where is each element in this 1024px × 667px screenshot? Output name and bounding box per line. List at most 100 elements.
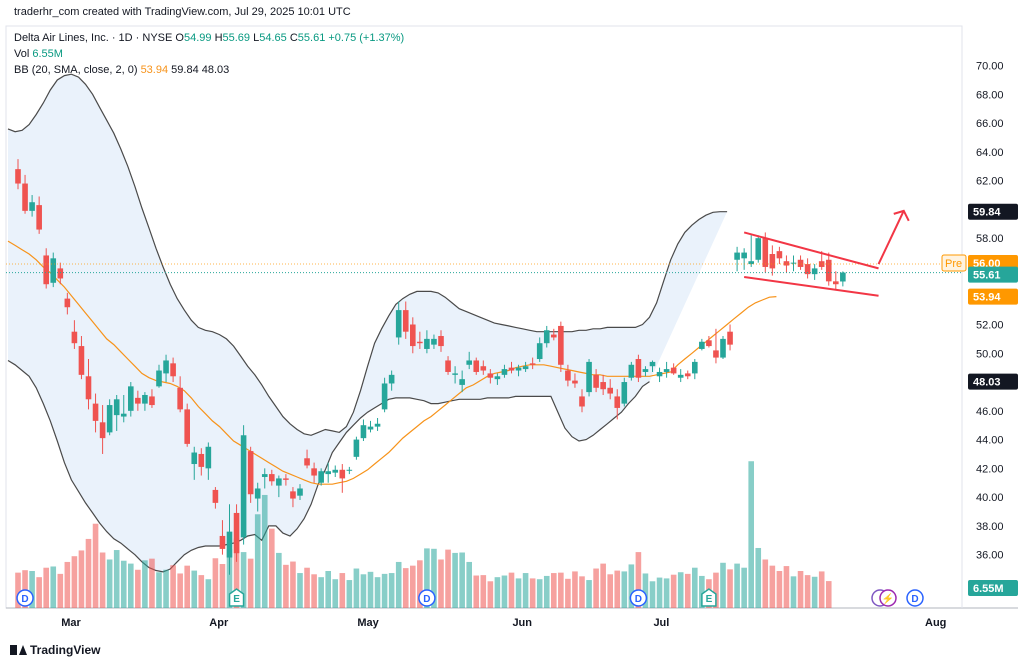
candle-body [395, 310, 402, 338]
tradingview-logo-icon [10, 645, 27, 655]
volume-bar [205, 579, 212, 608]
volume-bar [106, 559, 113, 608]
volume-bar [459, 552, 465, 608]
volume-bar [332, 579, 339, 608]
candle-body [776, 251, 783, 259]
price-label-pre-bg [968, 254, 1018, 271]
volume-legend[interactable]: Vol 6.55M [14, 48, 63, 60]
dividend-marker-label: D [423, 594, 430, 605]
candle-body [522, 366, 529, 370]
candle-body [128, 386, 134, 411]
candle-body [797, 259, 804, 267]
price-label-bb-upper: 59.84 [973, 207, 1001, 219]
candle-body [614, 396, 621, 408]
candle-body [92, 403, 99, 421]
ohlc-high-label: H [214, 32, 223, 44]
candle-body [706, 340, 712, 347]
volume-bar [607, 574, 613, 608]
bollinger-basis-value: 53.94 [140, 64, 169, 76]
price-tick-label: 66.00 [976, 118, 1004, 130]
price-label-bb-basis: 53.94 [973, 292, 1001, 304]
candle-body [163, 360, 169, 374]
volume-bar [170, 565, 176, 608]
volume-bar [254, 514, 261, 608]
volume-bar [480, 575, 487, 608]
price-tick-label: 44.00 [976, 435, 1004, 447]
tradingview-logo[interactable]: TradingView [10, 643, 100, 657]
volume-bar [360, 574, 367, 608]
volume-bar [311, 574, 317, 608]
volume-bar [529, 578, 536, 608]
volume-bar [269, 528, 275, 608]
plot-frame [5, 25, 963, 609]
breakout-arrow-head [893, 209, 910, 222]
candle-body [833, 281, 839, 285]
volume-bar [579, 576, 585, 608]
candle-body [339, 469, 346, 479]
volume-bar [438, 559, 444, 608]
volume-bar [656, 577, 663, 608]
candle-body [99, 422, 106, 439]
bollinger-lower-line [7, 359, 650, 573]
candle-body [628, 364, 635, 378]
candle-body [219, 535, 226, 549]
candle-body [276, 478, 282, 486]
candle-body [684, 373, 691, 377]
bollinger-upper-value: 59.84 [171, 64, 199, 76]
candle-body [593, 374, 599, 388]
price-label-bb-upper-bg [968, 203, 1018, 220]
volume-bar [36, 577, 42, 608]
volume-bar [276, 552, 282, 608]
volume-bar [783, 566, 790, 608]
volume-bar [240, 552, 247, 608]
volume-bar [551, 573, 557, 608]
time-tick-label: Apr [209, 617, 229, 629]
ohlc-low-value: 54.65 [259, 32, 287, 44]
price-tick-label: 60.00 [976, 204, 1004, 216]
volume-bar [128, 563, 134, 608]
candle-body [205, 446, 212, 469]
candle-body [311, 468, 317, 476]
price-tick-label: 50.00 [976, 348, 1004, 360]
price-tick-label: 54.00 [976, 291, 1004, 303]
ohlc-change: +0.75 (+1.37%) [328, 32, 405, 44]
candle-body [558, 325, 564, 365]
bollinger-band-fill [8, 74, 728, 572]
candle-body [325, 471, 331, 475]
bollinger-legend[interactable]: BB (20, SMA, close, 2, 0) 53.94 59.84 48… [14, 64, 229, 76]
candle-body [713, 350, 719, 358]
dividend-marker-icon [629, 589, 648, 607]
volume-bar [543, 575, 550, 608]
volume-bar [283, 564, 289, 608]
candle-body [663, 369, 670, 372]
candle-body [22, 183, 28, 211]
candle-body [543, 330, 550, 344]
volume-bar [445, 549, 451, 608]
volume-bar [642, 573, 649, 608]
volume-bar [790, 576, 797, 608]
candle-body [64, 298, 71, 308]
symbol-legend[interactable]: Delta Air Lines, Inc. · 1D · NYSE O54.99… [14, 32, 404, 44]
candle-body [529, 363, 536, 365]
candle-body [445, 360, 451, 372]
ohlc-high-value: 55.69 [222, 32, 251, 44]
candle-body [727, 331, 733, 345]
candle-body [586, 361, 592, 393]
candle-body [120, 413, 127, 417]
volume-bar [99, 552, 106, 608]
volume-bar [466, 561, 472, 608]
candle-body [480, 366, 487, 371]
candle-body [825, 259, 832, 282]
volume-bar [85, 538, 92, 608]
candle-body [656, 371, 663, 377]
volume-bar [515, 578, 522, 608]
candle-body [198, 453, 205, 467]
candle-body [43, 255, 49, 285]
price-label-pre-tag: Pre [945, 258, 962, 270]
volume-bar [593, 568, 599, 608]
price-label-pre-tag-bg [941, 254, 967, 272]
candle-body [417, 341, 423, 344]
candle-body [247, 451, 254, 495]
volume-bar [198, 575, 205, 608]
